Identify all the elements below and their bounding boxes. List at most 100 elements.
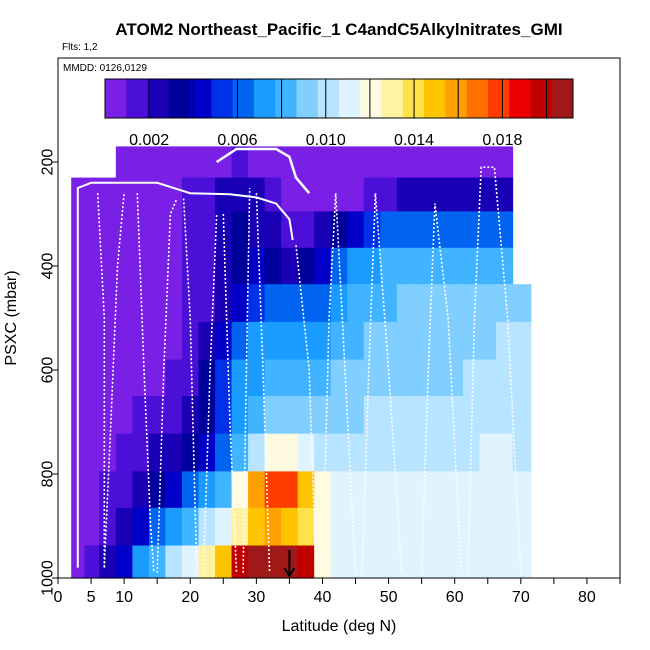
heatmap-cell: [231, 146, 249, 179]
heatmap-cell: [115, 359, 133, 397]
x-tick-label: 80: [578, 589, 596, 606]
heatmap-cell: [314, 471, 332, 509]
heatmap-cell: [446, 471, 464, 509]
heatmap-cell: [496, 321, 514, 361]
heatmap-cell: [264, 359, 282, 397]
heatmap-cell: [479, 507, 497, 547]
heatmap-cell: [264, 507, 282, 547]
heatmap-cell: [347, 146, 365, 179]
heatmap-cell: [413, 471, 431, 509]
heatmap-cell: [165, 433, 183, 472]
heatmap-cell: [115, 433, 133, 472]
heatmap-cell: [99, 359, 117, 397]
colorbar-swatch: [360, 79, 383, 118]
heatmap-cell: [281, 433, 299, 472]
heatmap-cell: [84, 507, 100, 547]
heatmap-cell: [446, 146, 464, 179]
heatmap-cell: [84, 211, 100, 249]
heatmap-cell: [198, 321, 216, 361]
heatmap-cell: [479, 177, 497, 212]
heatmap-cell: [231, 247, 249, 285]
heatmap-cell: [314, 146, 332, 179]
flight-track-solid: [76, 181, 294, 568]
heatmap-cell: [446, 433, 464, 472]
heatmap-cell: [413, 359, 431, 397]
heatmap-cell: [84, 471, 100, 509]
colorbar-swatch: [530, 79, 553, 118]
heatmap-cell: [429, 177, 448, 212]
y-tick-label: 400: [40, 253, 57, 280]
heatmap-cell: [248, 396, 266, 435]
heatmap-cell: [462, 359, 481, 397]
x-tick-label: 0: [54, 589, 63, 606]
colorbar-frame: [104, 78, 574, 119]
heatmap-cell: [264, 433, 282, 472]
heatmap-cell: [148, 396, 167, 435]
colorbar-swatch: [168, 79, 191, 118]
x-tick-label: 50: [380, 589, 398, 606]
heatmap-cell: [446, 396, 464, 435]
heatmap-cell: [330, 433, 348, 472]
heatmap-cell: [496, 146, 514, 179]
heatmap-cell: [99, 177, 117, 212]
heatmap-cell: [380, 471, 398, 509]
colorbar-swatch: [126, 79, 149, 118]
heatmap-cell: [396, 321, 414, 361]
heatmap-cell: [115, 146, 133, 179]
heatmap-cell: [396, 433, 414, 472]
heatmap-cell: [297, 396, 315, 435]
heatmap-cell: [462, 177, 481, 212]
heatmap-cell: [380, 177, 398, 212]
y-tick-label: 1000: [40, 560, 57, 596]
heatmap-cell: [347, 507, 365, 547]
heatmap-cell: [132, 321, 150, 361]
heatmap-cell: [297, 359, 315, 397]
x-tick-label: 40: [314, 589, 332, 606]
flight-track-profile: [136, 193, 155, 573]
heatmap-cell: [165, 177, 183, 212]
flight-track-profile: [295, 245, 317, 573]
chart-title: ATOM2 Northeast_Pacific_1 C4andC5Alkylni…: [115, 20, 562, 39]
flight-track-profile: [242, 187, 251, 573]
heatmap-cell: [429, 321, 448, 361]
heatmap-cell: [99, 247, 117, 285]
heatmap-cell: [181, 396, 200, 435]
heatmap-cell: [148, 211, 167, 249]
heatmap-cell: [215, 507, 233, 547]
heatmap-cell: [215, 359, 233, 397]
colorbar-swatch: [381, 79, 404, 118]
heatmap-cell: [380, 247, 398, 285]
heatmap-cell: [429, 284, 448, 323]
heatmap-cell: [84, 177, 100, 212]
y-axis-label: PSXC (mbar): [3, 270, 20, 365]
heatmap-cell: [479, 471, 497, 509]
heatmap-cell: [198, 284, 216, 323]
heatmap-cell: [330, 396, 348, 435]
heatmap-cell: [462, 507, 481, 547]
heatmap-cell: [314, 177, 332, 212]
heatmap-cell: [297, 545, 315, 579]
heatmap-cell: [215, 321, 233, 361]
heatmap-cell: [347, 211, 365, 249]
heatmap-cell: [231, 321, 249, 361]
heatmap-cell: [347, 321, 365, 361]
heatmap-cell: [132, 146, 150, 179]
heatmap-cell: [231, 396, 249, 435]
heatmap-cell: [264, 247, 282, 285]
heatmap-cell: [99, 284, 117, 323]
heatmap-cell: [148, 177, 167, 212]
heatmap-cell: [462, 471, 481, 509]
heatmap-cell: [132, 471, 150, 509]
heatmap-cell: [99, 211, 117, 249]
heatmap-cell: [429, 211, 448, 249]
heatmap-cell: [347, 433, 365, 472]
heatmap-cell: [84, 247, 100, 285]
heatmap-cell: [429, 359, 448, 397]
heatmap-cell: [132, 247, 150, 285]
heatmap-cell: [248, 211, 266, 249]
heatmap-cell: [496, 247, 514, 285]
flight-track-profile: [103, 193, 125, 568]
heatmap-cell: [314, 321, 332, 361]
heatmap-cell: [165, 284, 183, 323]
heatmap-cell: [396, 396, 414, 435]
